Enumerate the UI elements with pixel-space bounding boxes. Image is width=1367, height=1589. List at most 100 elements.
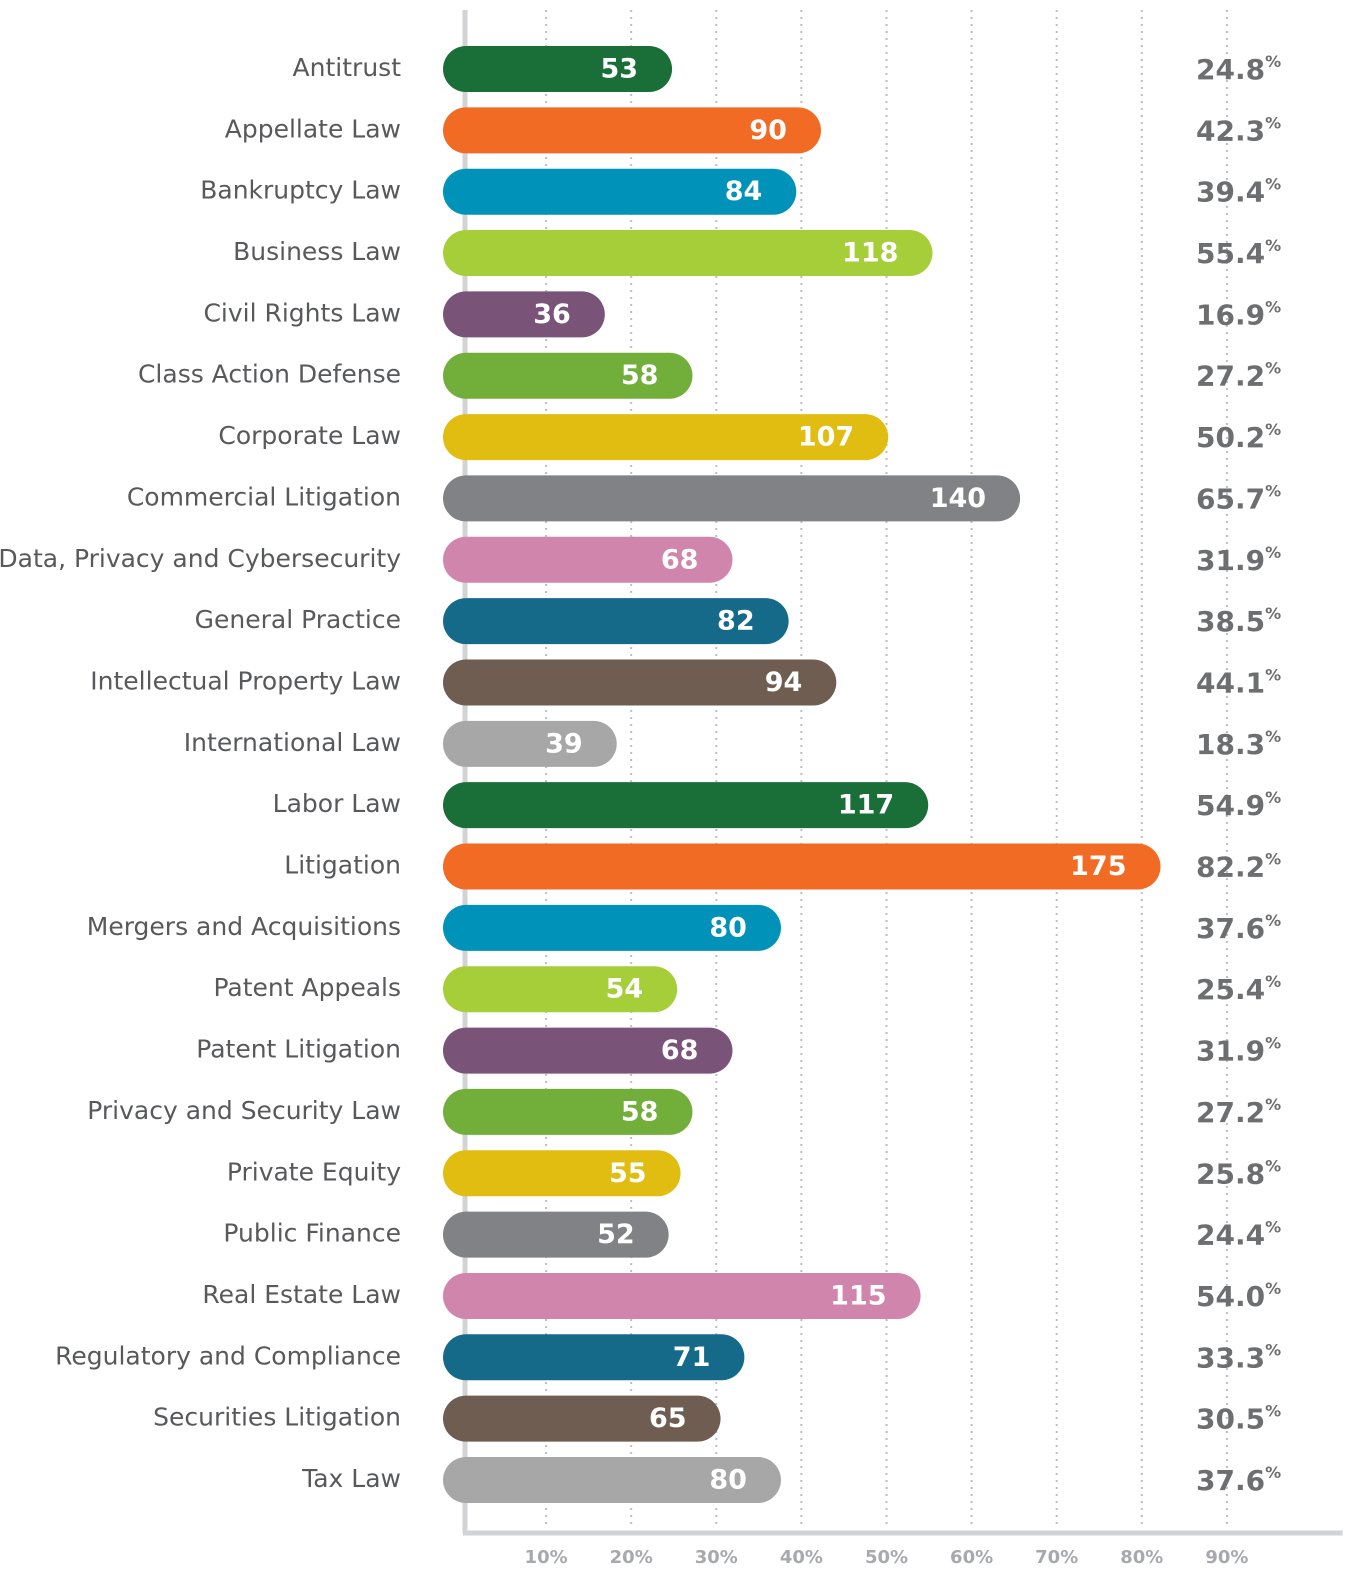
- category-label: Litigation: [284, 851, 401, 880]
- percent-label: 27.2%: [1196, 1094, 1281, 1129]
- category-label: Tax Law: [301, 1464, 401, 1493]
- category-label: Commercial Litigation: [127, 482, 401, 511]
- percent-label: 82.2%: [1196, 849, 1281, 884]
- bar: [443, 291, 605, 338]
- category-label: Mergers and Acquisitions: [87, 912, 401, 941]
- x-tick-label: 80%: [1120, 1547, 1163, 1568]
- percent-label: 33.3%: [1196, 1340, 1281, 1375]
- count-label: 39: [545, 728, 583, 759]
- percent-label: 50.2%: [1196, 420, 1281, 455]
- count-label: 140: [930, 483, 986, 514]
- count-label: 55: [609, 1158, 647, 1189]
- count-label: 82: [717, 606, 755, 637]
- bar: [443, 1457, 781, 1503]
- count-label: 118: [842, 238, 898, 269]
- count-label: 36: [533, 299, 571, 330]
- category-label: Antitrust: [293, 53, 402, 82]
- percent-label: 24.4%: [1196, 1217, 1281, 1252]
- percent-label: 16.9%: [1196, 297, 1281, 332]
- percent-label: 24.8%: [1196, 52, 1281, 87]
- percent-label: 31.9%: [1196, 542, 1281, 577]
- category-label: Real Estate Law: [202, 1280, 401, 1309]
- bar: [443, 843, 1161, 890]
- count-label: 80: [709, 1465, 747, 1496]
- bar: [443, 352, 693, 399]
- bar: [443, 1395, 721, 1442]
- percent-label: 37.6%: [1196, 1463, 1281, 1498]
- bar: [443, 230, 933, 277]
- bar: [443, 536, 733, 583]
- x-tick-label: 10%: [525, 1547, 568, 1568]
- bar: [443, 904, 781, 951]
- percent-label: 25.8%: [1196, 1156, 1281, 1191]
- count-label: 58: [621, 1096, 659, 1127]
- bar: [443, 475, 1021, 522]
- category-label: Privacy and Security Law: [87, 1096, 401, 1125]
- count-label: 52: [597, 1219, 635, 1250]
- percent-label: 25.4%: [1196, 972, 1281, 1007]
- category-label: Business Law: [233, 237, 401, 266]
- category-label: Patent Appeals: [213, 973, 401, 1002]
- bar: [443, 1027, 733, 1074]
- count-label: 65: [649, 1403, 687, 1434]
- percent-label: 30.5%: [1196, 1401, 1281, 1436]
- percent-label: 54.9%: [1196, 788, 1281, 823]
- bar: [443, 720, 617, 767]
- count-label: 53: [600, 54, 638, 85]
- count-label: 90: [749, 115, 787, 146]
- percent-label: 42.3%: [1196, 113, 1281, 148]
- category-label: Class Action Defense: [138, 360, 401, 389]
- count-label: 54: [606, 974, 644, 1005]
- percent-label: 55.4%: [1196, 236, 1281, 270]
- category-label: Civil Rights Law: [203, 298, 401, 327]
- category-label: Bankruptcy Law: [200, 176, 401, 205]
- x-tick-label: 90%: [1205, 1547, 1248, 1568]
- count-label: 68: [661, 544, 699, 575]
- count-label: 94: [765, 667, 803, 698]
- category-label: Corporate Law: [218, 421, 401, 450]
- x-tick-label: 20%: [610, 1547, 653, 1568]
- percent-label: 44.1%: [1196, 665, 1281, 700]
- count-label: 80: [709, 912, 747, 943]
- category-label: Securities Litigation: [153, 1403, 401, 1432]
- category-label: International Law: [184, 728, 401, 757]
- category-label: Private Equity: [227, 1157, 401, 1186]
- x-tick-label: 30%: [695, 1547, 738, 1568]
- count-label: 84: [725, 176, 763, 207]
- x-tick-label: 40%: [780, 1547, 823, 1568]
- category-label: Public Finance: [223, 1219, 401, 1248]
- bar: [443, 598, 789, 645]
- count-label: 175: [1070, 851, 1126, 882]
- percent-label: 27.2%: [1196, 358, 1281, 393]
- category-label: Appellate Law: [225, 114, 401, 143]
- bar: [443, 168, 797, 215]
- category-label: Labor Law: [273, 789, 401, 818]
- count-label: 71: [673, 1342, 711, 1373]
- count-label: 68: [661, 1035, 699, 1066]
- bar: [443, 966, 678, 1013]
- bar: [443, 414, 889, 461]
- bar: [443, 1334, 745, 1381]
- percent-label: 18.3%: [1196, 726, 1281, 761]
- category-label: Patent Litigation: [196, 1035, 401, 1064]
- count-label: 115: [830, 1280, 886, 1311]
- category-label: Data, Privacy and Cybersecurity: [0, 544, 401, 573]
- percent-label: 31.9%: [1196, 1033, 1281, 1068]
- count-label: 117: [838, 790, 894, 821]
- bar: [443, 782, 929, 829]
- bar: [443, 107, 821, 154]
- percent-label: 37.6%: [1196, 910, 1281, 945]
- percent-label: 38.5%: [1196, 604, 1281, 639]
- x-tick-label: 60%: [950, 1547, 993, 1568]
- bar: [443, 46, 673, 92]
- bar: [443, 1088, 693, 1135]
- bar: [443, 659, 837, 706]
- x-tick-label: 50%: [865, 1547, 908, 1568]
- bar: [443, 1150, 681, 1197]
- bar: [443, 1211, 669, 1258]
- category-label: Intellectual Property Law: [90, 666, 401, 695]
- bar: [443, 1272, 921, 1319]
- category-label: General Practice: [195, 605, 401, 634]
- percent-label: 65.7%: [1196, 481, 1281, 516]
